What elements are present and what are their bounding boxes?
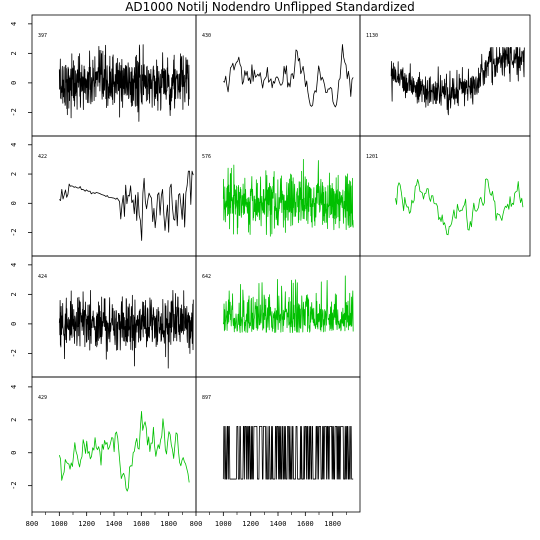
panel-id-label: 422 — [38, 154, 47, 160]
y-tick-label: -2 — [10, 349, 18, 357]
y-tick-label: 0 — [10, 81, 18, 85]
series-line — [222, 159, 354, 237]
panel-897: 897 — [195, 376, 361, 513]
panel-frame — [195, 14, 361, 137]
y-tick-label: -2 — [10, 108, 18, 116]
y-tick-label: 2 — [10, 292, 18, 296]
y-tick-label: 0 — [10, 201, 18, 205]
y-tick-label: 2 — [10, 51, 18, 55]
series-line — [222, 425, 354, 480]
panel-frame — [359, 135, 531, 257]
y-tick-label: -2 — [10, 228, 18, 236]
x-tick-label: 1400 — [106, 520, 123, 528]
page-title: AD1000 Notilj Nodendro Unflipped Standar… — [125, 0, 415, 14]
series-line — [58, 410, 190, 492]
x-tick-label: 800 — [190, 520, 203, 528]
panel-id-label: 1130 — [366, 33, 378, 39]
panel-430: 430 — [195, 14, 361, 137]
series-line — [222, 275, 354, 333]
y-tick-label: 4 — [10, 143, 18, 147]
panel-1130: 1130 — [359, 14, 531, 137]
panel-422: 422 — [31, 135, 197, 257]
panel-id-label: 430 — [202, 33, 211, 39]
panel-id-label: 642 — [202, 274, 211, 280]
panel-id-label: 576 — [202, 154, 211, 160]
x-tick-label: 800 — [26, 520, 39, 528]
x-tick-label: 1200 — [242, 520, 259, 528]
series-line — [59, 170, 194, 241]
panel-429: 429 — [31, 376, 197, 513]
panel-id-label: 897 — [202, 395, 211, 401]
panel-1201: 1201 — [359, 135, 531, 257]
panel-id-label: 429 — [38, 395, 47, 401]
series-line — [58, 44, 190, 122]
series-line — [223, 44, 354, 108]
x-tick-label: 1800 — [160, 520, 177, 528]
series-line — [390, 47, 525, 116]
y-tick-label: 2 — [10, 418, 18, 422]
panel-id-label: 424 — [38, 274, 47, 280]
panel-frame — [31, 14, 197, 137]
panel-397: 397 — [31, 14, 197, 137]
x-tick-label: 1200 — [78, 520, 95, 528]
series-line — [395, 178, 524, 236]
x-tick-label: 1000 — [51, 520, 68, 528]
y-tick-label: 2 — [10, 172, 18, 176]
y-tick-label: -2 — [10, 481, 18, 489]
series-line — [58, 289, 194, 369]
x-tick-label: 1400 — [270, 520, 287, 528]
y-tick-label: 0 — [10, 322, 18, 326]
x-tick-label: 1600 — [133, 520, 150, 528]
panel-id-label: 1201 — [366, 154, 378, 160]
panel-642: 642 — [195, 255, 361, 378]
y-tick-label: 4 — [10, 385, 18, 389]
x-tick-label: 1000 — [215, 520, 232, 528]
panel-576: 576 — [195, 135, 361, 257]
y-tick-label: 4 — [10, 22, 18, 26]
panel-id-label: 397 — [38, 33, 47, 39]
x-tick-label: 1600 — [297, 520, 314, 528]
y-tick-label: 0 — [10, 451, 18, 455]
x-tick-label: 1800 — [324, 520, 341, 528]
y-tick-label: 4 — [10, 263, 18, 267]
panel-frame — [31, 135, 197, 257]
panel-424: 424 — [31, 255, 197, 378]
